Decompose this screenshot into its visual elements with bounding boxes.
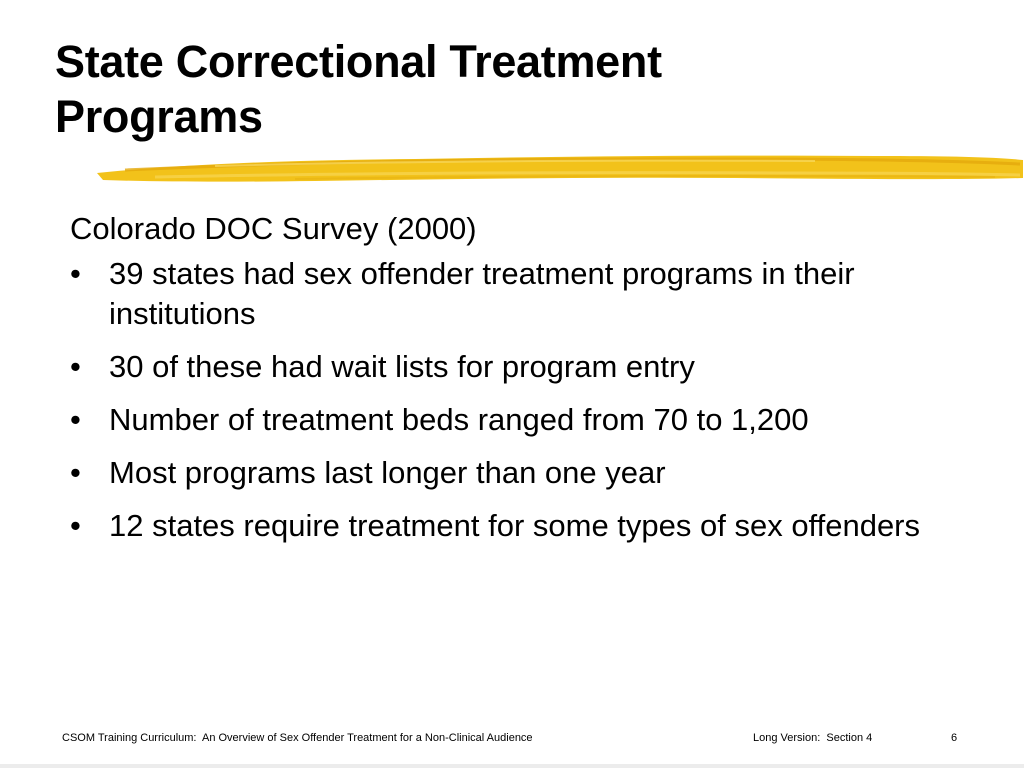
bullet-item: • Number of treatment beds ranged from 7… [70, 400, 930, 440]
footer-page-number: 6 [951, 732, 958, 744]
bullet-text: 39 states had sex offender treatment pro… [109, 256, 855, 331]
bullet-item: • Most programs last longer than one yea… [70, 453, 930, 493]
bullet-item: • 39 states had sex offender treatment p… [70, 254, 930, 334]
bullet-list: • 39 states had sex offender treatment p… [70, 254, 930, 546]
bullet-item: • 12 states require treatment for some t… [70, 506, 930, 546]
intro-text: Colorado DOC Survey (2000) [70, 211, 477, 246]
bullet-text: Number of treatment beds ranged from 70 … [109, 402, 809, 437]
slide-title-line-2: Programs [55, 91, 263, 142]
slide-title-line-1: State Correctional Treatment [55, 36, 662, 87]
bullet-item: • 30 of these had wait lists for program… [70, 347, 930, 387]
yellow-highlighter-stroke [97, 155, 1023, 182]
footer-course-title: CSOM Training Curriculum: An Overview of… [62, 732, 533, 744]
bullet-marker-icon: • [70, 349, 81, 384]
bullet-text: 30 of these had wait lists for program e… [109, 349, 695, 384]
bullet-marker-icon: • [70, 455, 81, 490]
bullet-marker-icon: • [70, 402, 81, 437]
slide-title: State Correctional Treatment Programs [55, 34, 955, 144]
bullet-text: 12 states require treatment for some typ… [109, 508, 921, 543]
bottom-divider [0, 764, 1024, 768]
bullet-text: Most programs last longer than one year [109, 455, 666, 490]
bullet-marker-icon: • [70, 508, 81, 543]
slide-body: Colorado DOC Survey (2000) • 39 states h… [70, 208, 930, 559]
bullet-marker-icon: • [70, 256, 81, 291]
footer-section-label: Long Version: Section 4 [753, 732, 873, 744]
